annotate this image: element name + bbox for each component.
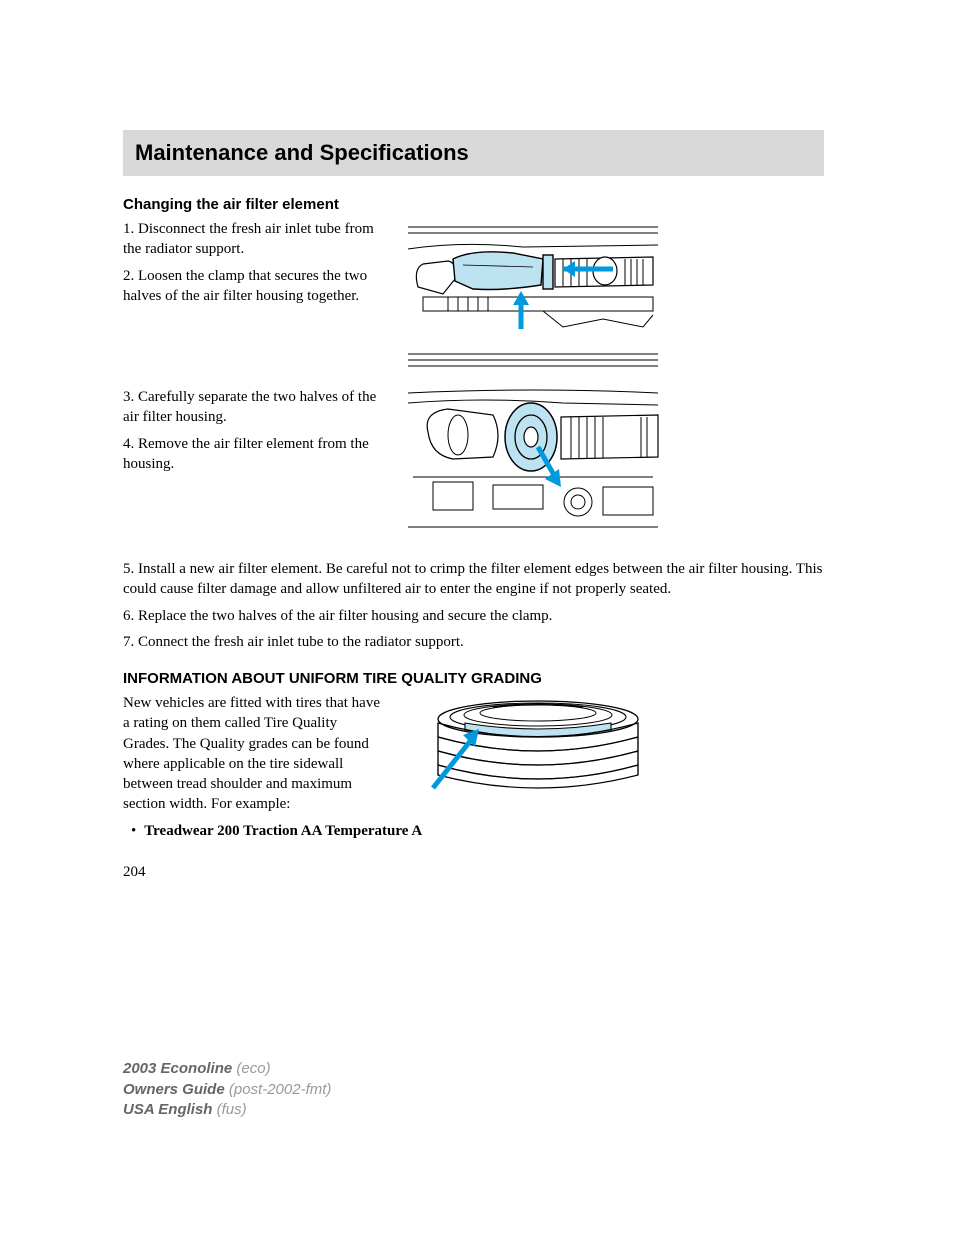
footer-line-2: Owners Guide (post-2002-fmt) (123, 1080, 331, 1100)
footer-lang-code: (fus) (217, 1101, 247, 1118)
col-text-steps-3-4: 3. Carefully separate the two halves of … (123, 387, 383, 537)
footer-line-3: USA English (fus) (123, 1100, 331, 1120)
footer-model: 2003 Econoline (123, 1060, 232, 1077)
col-figure-2 (403, 387, 824, 537)
footer-line-1: 2003 Econoline (eco) (123, 1059, 331, 1079)
step-2: 2. Loosen the clamp that secures the two… (123, 266, 383, 307)
row-steps-1-2: 1. Disconnect the fresh air inlet tube f… (123, 219, 824, 369)
col-figure-3 (403, 693, 824, 815)
step-4: 4. Remove the air filter element from th… (123, 434, 383, 475)
figure-tire (403, 693, 663, 803)
page-number: 204 (123, 864, 824, 881)
step-3: 3. Carefully separate the two halves of … (123, 387, 383, 428)
bullet-treadwear-text: Treadwear 200 Traction AA Temperature A (144, 823, 422, 840)
figure-air-filter-2 (403, 387, 663, 537)
step-6: 6. Replace the two halves of the air fil… (123, 606, 824, 626)
step-5: 5. Install a new air filter element. Be … (123, 559, 824, 600)
row-tire-intro: New vehicles are fitted with tires that … (123, 693, 824, 815)
subheading-tire-grading: INFORMATION ABOUT UNIFORM TIRE QUALITY G… (123, 670, 824, 687)
step-1: 1. Disconnect the fresh air inlet tube f… (123, 219, 383, 260)
row-steps-3-4: 3. Carefully separate the two halves of … (123, 387, 824, 537)
footer-block: 2003 Econoline (eco) Owners Guide (post-… (123, 1059, 331, 1120)
footer-model-code: (eco) (236, 1060, 270, 1077)
col-text-steps-1-2: 1. Disconnect the fresh air inlet tube f… (123, 219, 383, 369)
footer-guide: Owners Guide (123, 1081, 225, 1098)
page-container: Maintenance and Specifications Changing … (0, 0, 954, 1235)
section-header-bar: Maintenance and Specifications (123, 130, 824, 176)
bullet-treadwear: • Treadwear 200 Traction AA Temperature … (123, 823, 824, 840)
subheading-air-filter: Changing the air filter element (123, 196, 824, 213)
footer-guide-code: (post-2002-fmt) (229, 1081, 332, 1098)
col-text-tire-intro: New vehicles are fitted with tires that … (123, 693, 383, 815)
col-figure-1 (403, 219, 824, 369)
figure-air-filter-1 (403, 219, 663, 369)
section-header-title: Maintenance and Specifications (135, 140, 812, 166)
bullet-dot-icon: • (123, 823, 136, 840)
footer-lang: USA English (123, 1101, 212, 1118)
step-7: 7. Connect the fresh air inlet tube to t… (123, 632, 824, 652)
tire-intro-paragraph: New vehicles are fitted with tires that … (123, 693, 383, 815)
